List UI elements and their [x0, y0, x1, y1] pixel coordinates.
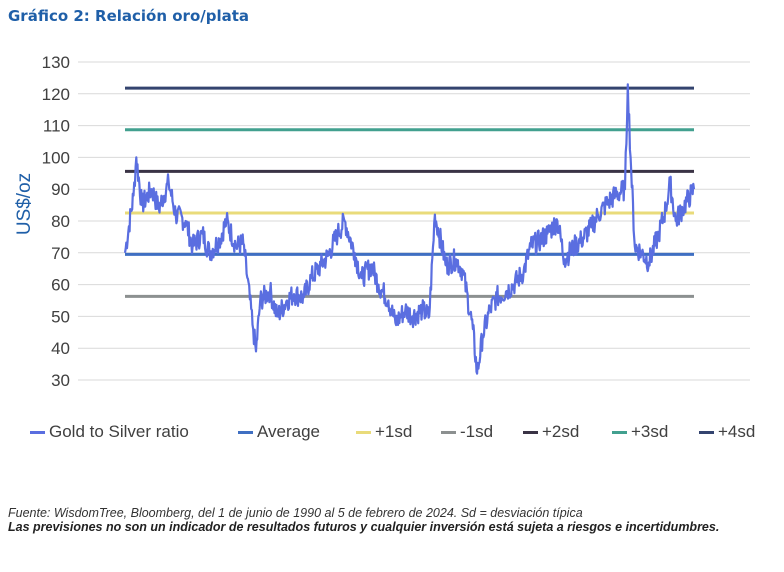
legend-label: +3sd	[631, 422, 669, 441]
y-tick-label: 130	[42, 53, 70, 72]
legend-label: +1sd	[375, 422, 413, 441]
legend-label: +4sd	[718, 422, 756, 441]
chart-title: Gráfico 2: Relación oro/plata	[8, 7, 250, 25]
y-tick-label: 50	[51, 307, 70, 326]
y-tick-label: 80	[51, 212, 70, 231]
disclaimer-note: Las previsiones no son un indicador de r…	[8, 520, 720, 534]
y-tick-label: 60	[51, 276, 70, 295]
legend-swatch	[523, 430, 538, 434]
legend-label: -1sd	[460, 422, 494, 441]
legend-item-ratio: Gold to Silver ratio	[30, 422, 189, 442]
y-tick-label: 100	[42, 148, 70, 167]
y-tick-label: 40	[51, 339, 70, 358]
y-tick-label: 70	[51, 244, 70, 263]
legend-label: Gold to Silver ratio	[49, 422, 189, 441]
chart-plot: 130 120 110 100 90 80 70 60 50 40 30 US$/oz	[14, 53, 750, 390]
legend-label: Average	[257, 422, 321, 441]
legend-swatch	[30, 430, 45, 434]
source-note: Fuente: WisdomTree, Bloomberg, del 1 de …	[8, 506, 583, 520]
y-tick-label: 120	[42, 85, 70, 104]
legend-item-plus4sd: +4sd	[699, 422, 755, 442]
legend-swatch	[441, 430, 456, 434]
series-line-gold-silver-ratio	[123, 83, 696, 375]
chart-legend: Gold to Silver ratio Average +1sd -1sd +…	[0, 422, 784, 448]
y-tick-label: 30	[51, 371, 70, 390]
legend-item-average: Average	[238, 422, 320, 442]
legend-label: +2sd	[542, 422, 580, 441]
y-tick-label: 90	[51, 180, 70, 199]
legend-swatch	[356, 430, 371, 434]
legend-item-minus1sd: -1sd	[441, 422, 493, 442]
legend-item-plus2sd: +2sd	[523, 422, 579, 442]
legend-item-plus3sd: +3sd	[612, 422, 668, 442]
y-tick-label: 110	[43, 117, 70, 136]
legend-swatch	[612, 430, 627, 434]
legend-swatch	[699, 430, 714, 434]
y-axis-label: US$/oz	[14, 173, 35, 235]
legend-swatch	[238, 430, 253, 434]
legend-item-plus1sd: +1sd	[356, 422, 412, 442]
